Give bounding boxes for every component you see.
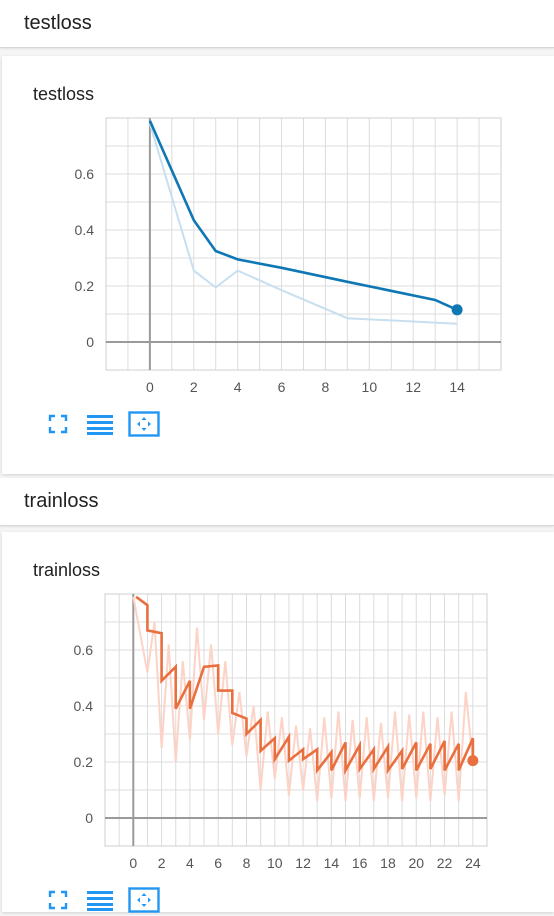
section-title: testloss (24, 12, 92, 35)
x-tick-label: 4 (186, 855, 194, 871)
testloss-chart[interactable]: 0 2 4 6 8 10 12 14 0 0.2 0.4 0.6 (2, 56, 554, 416)
fullscreen-button[interactable] (42, 886, 74, 914)
section-title: trainloss (24, 490, 98, 513)
x-tick-label: 0 (146, 379, 154, 395)
fullscreen-icon (48, 414, 68, 434)
x-tick-label: 14 (449, 379, 465, 395)
x-tick-label: 2 (158, 855, 166, 871)
x-tick-label: 8 (243, 855, 251, 871)
data-table-button[interactable] (84, 886, 116, 914)
y-tick-label: 0 (86, 334, 94, 350)
fit-domain-button[interactable] (128, 886, 160, 914)
y-tick-label: 0.6 (74, 642, 94, 658)
x-tick-label: 14 (324, 855, 340, 871)
x-tick-label: 16 (352, 855, 368, 871)
x-tick-label: 6 (278, 379, 286, 395)
y-tick-label: 0 (85, 810, 93, 826)
x-tick-label: 12 (405, 379, 421, 395)
y-tick-label: 0.2 (75, 278, 95, 294)
data-table-button[interactable] (84, 410, 116, 438)
chart-card-trainloss: trainloss 0 2 4 6 8 10 12 14 16 18 20 22 24 0 0.2 0.4 0.… (2, 532, 554, 912)
y-tick-label: 0.6 (75, 166, 95, 182)
fullscreen-icon (48, 890, 68, 910)
chart-toolbar (42, 886, 172, 916)
x-tick-label: 22 (437, 855, 453, 871)
x-tick-label: 18 (380, 855, 396, 871)
x-tick-label: 6 (214, 855, 222, 871)
fullscreen-button[interactable] (42, 410, 74, 438)
y-tick-label: 0.2 (74, 754, 94, 770)
plot-frame (105, 594, 487, 846)
section-header-testloss[interactable]: testloss (0, 0, 554, 48)
series-last-point (452, 304, 463, 315)
chart-grid (105, 594, 487, 846)
x-tick-label: 12 (295, 855, 311, 871)
x-tick-label: 0 (129, 855, 137, 871)
fit-domain-icon (128, 887, 160, 913)
section-header-trainloss[interactable]: trainloss (0, 478, 554, 526)
fit-domain-icon (128, 411, 160, 437)
fit-domain-button[interactable] (128, 410, 160, 438)
x-tick-label: 20 (408, 855, 424, 871)
x-tick-label: 4 (234, 379, 242, 395)
chart-card-testloss: testloss 0 2 4 6 8 10 12 14 0 0.2 0.4 0.6 (2, 56, 554, 474)
x-tick-label: 10 (362, 379, 378, 395)
y-tick-label: 0.4 (74, 698, 94, 714)
x-tick-label: 24 (465, 855, 481, 871)
x-tick-label: 2 (190, 379, 198, 395)
x-tick-label: 8 (322, 379, 330, 395)
data-table-icon (87, 413, 113, 435)
x-tick-label: 10 (267, 855, 283, 871)
data-table-icon (87, 889, 113, 911)
chart-toolbar (42, 410, 172, 440)
y-tick-label: 0.4 (75, 222, 95, 238)
series-line-smoothed (136, 597, 473, 771)
series-last-point (467, 755, 478, 766)
